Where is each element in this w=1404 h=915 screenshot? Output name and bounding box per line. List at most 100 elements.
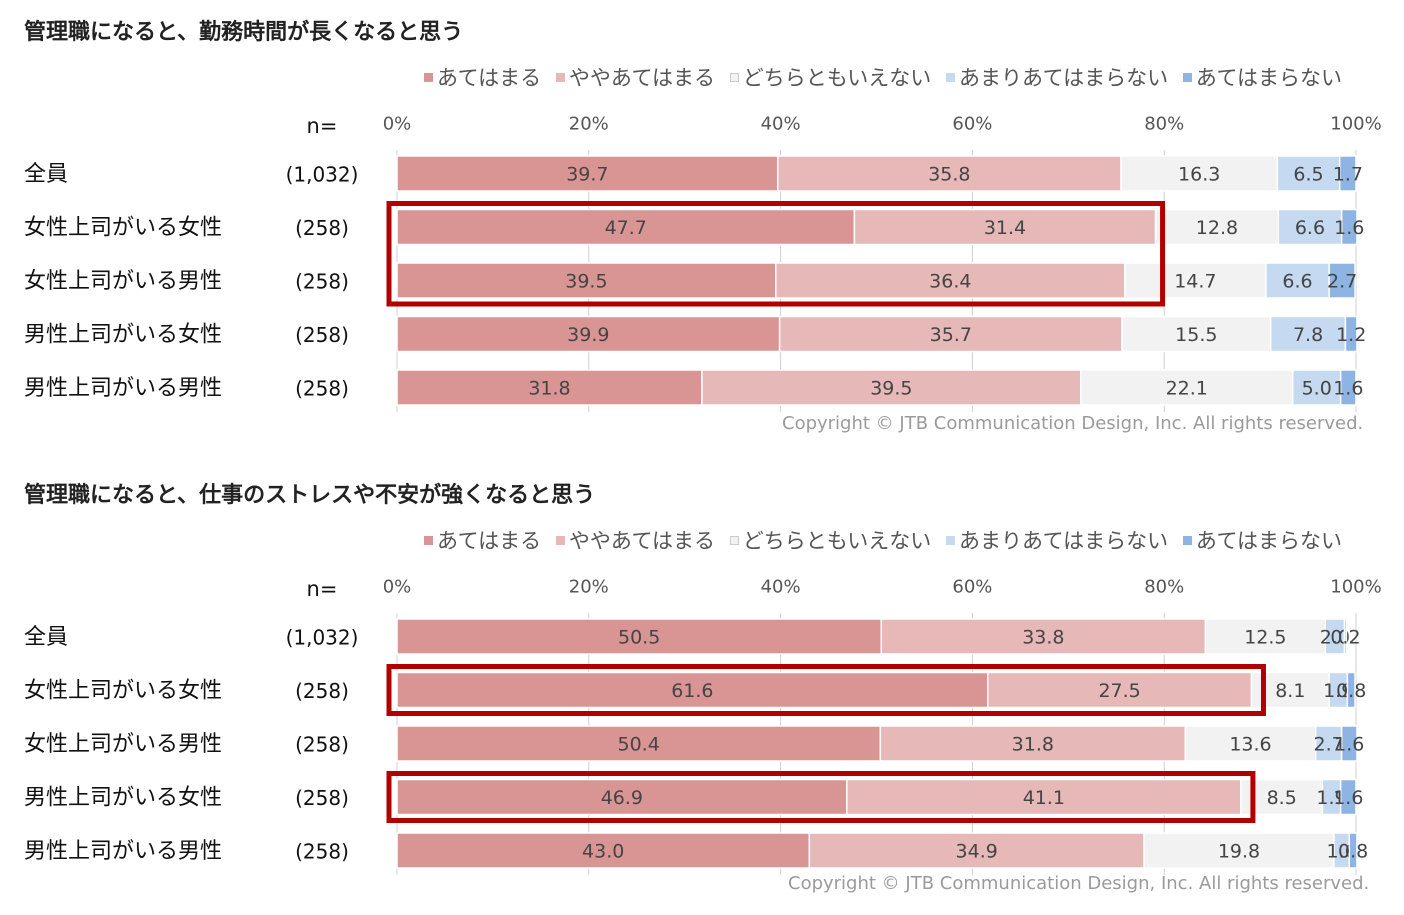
- data-label: 31.8: [528, 378, 570, 400]
- sample-size-label: (258): [295, 679, 349, 703]
- data-label: 35.8: [928, 164, 970, 186]
- bar-segment: [1120, 155, 1279, 192]
- data-label: 0.2: [1330, 627, 1360, 649]
- data-label: 33.8: [1022, 627, 1064, 649]
- chart-title: 管理職になると、仕事のストレスや不安が強くなると思う: [24, 483, 596, 508]
- category-label: 男性上司がいる男性: [24, 839, 222, 864]
- data-label: 1.9: [1316, 787, 1346, 809]
- chart-title: 管理職になると、勤務時間が長くなると思う: [24, 20, 464, 45]
- legend-label: あてはまらない: [1195, 529, 1343, 553]
- data-label: 1.6: [1333, 787, 1363, 809]
- data-label: 6.6: [1295, 217, 1325, 239]
- x-tick-label: 80%: [1144, 577, 1184, 598]
- data-label: 34.9: [956, 841, 998, 863]
- data-label: 19.8: [1218, 841, 1260, 863]
- data-label: 46.9: [601, 787, 643, 809]
- x-tick-label: 80%: [1144, 114, 1184, 135]
- sample-size-label: (1,032): [286, 626, 359, 650]
- bar-segment: [1184, 725, 1317, 762]
- n-header-label: n=: [307, 577, 338, 601]
- bar-segment: [808, 832, 1145, 869]
- data-label: 41.1: [1023, 787, 1065, 809]
- category-label: 男性上司がいる女性: [24, 323, 222, 348]
- data-label: 1.2: [1336, 324, 1366, 346]
- bar-segment: [775, 262, 1126, 299]
- bar-segment: [396, 315, 781, 353]
- data-label: 2.7: [1327, 271, 1357, 293]
- bar-segment: [701, 369, 1082, 406]
- legend-label: ややあてはまる: [568, 66, 716, 90]
- x-tick-label: 20%: [569, 577, 609, 598]
- data-label: 2.7: [1314, 734, 1344, 756]
- data-label: 61.6: [671, 680, 713, 702]
- bar-segment: [396, 208, 856, 246]
- data-label: 1.7: [1333, 164, 1363, 186]
- legend-item-atehamaru: あてはまる: [424, 62, 541, 92]
- data-label: 6.6: [1282, 271, 1312, 293]
- legend-label: あまりあてはまらない: [959, 66, 1169, 90]
- legend: あてはまる ややあてはまる どちらともいえない あまりあてはまらない あてはまら…: [424, 62, 1350, 92]
- chart-working-hours: 管理職になると、勤務時間が長くなると思う あてはまる ややあてはまる どちらとも…: [0, 0, 1404, 450]
- highlight-box: [386, 664, 1266, 716]
- bar-segment: [1344, 315, 1358, 353]
- sample-size-label: (258): [295, 786, 349, 810]
- legend-swatch: [946, 73, 955, 82]
- sample-size-label: (258): [295, 377, 349, 401]
- x-tick-label: 60%: [952, 114, 992, 135]
- data-label: 31.8: [1012, 734, 1054, 756]
- legend-swatch: [555, 536, 565, 545]
- sample-size-label: (258): [295, 216, 349, 240]
- x-tick-label: 0%: [383, 577, 412, 598]
- legend-item-amari: あまりあてはまらない: [946, 525, 1168, 555]
- legend-label: どちらともいえない: [742, 66, 932, 90]
- highlight-box: [386, 201, 1166, 307]
- bar-segment: [853, 208, 1157, 246]
- bar-segment: [1154, 208, 1280, 246]
- bar-segment: [1276, 155, 1341, 192]
- data-label: 8.5: [1267, 787, 1297, 809]
- bar-segment: [1339, 369, 1357, 406]
- legend-swatch: [729, 73, 739, 82]
- legend-swatch: [1182, 536, 1192, 545]
- category-label: 全員: [24, 162, 68, 187]
- x-tick-label: 40%: [761, 577, 801, 598]
- legend-item-atehamaranai: あてはまらない: [1182, 62, 1342, 92]
- legend-swatch: [424, 73, 433, 82]
- data-label: 39.5: [870, 378, 912, 400]
- bar-segment: [1121, 315, 1272, 353]
- category-label: 女性上司がいる男性: [24, 732, 222, 757]
- legend-item-dochiratomo: どちらともいえない: [729, 525, 931, 555]
- bar-segment: [1346, 671, 1356, 709]
- sample-size-label: (258): [295, 270, 349, 294]
- chart-work-stress: 管理職になると、仕事のストレスや不安が強くなると思う あてはまる ややあてはまる…: [0, 462, 1404, 915]
- bar-segment: [1340, 725, 1358, 762]
- category-label: 男性上司がいる男性: [24, 376, 222, 401]
- x-tick-label: 0%: [383, 114, 412, 135]
- bar-segment: [778, 315, 1123, 353]
- copyright-notice: Copyright © JTB Communication Design, In…: [782, 413, 1364, 434]
- x-tick-label: 100%: [1330, 114, 1381, 135]
- data-label: 47.7: [605, 217, 647, 239]
- bar-segment: [396, 832, 811, 869]
- sample-size-label: (1,032): [286, 163, 359, 187]
- data-label: 36.4: [929, 271, 971, 293]
- data-label: 8.1: [1275, 680, 1305, 702]
- stacked-bar-plot: 0% 20% 40% 60% 80% 100% n= 全員 (1,032) 39.7 35.8 16.…: [24, 114, 1382, 412]
- data-label: 50.5: [618, 627, 660, 649]
- legend-swatch: [1182, 73, 1192, 82]
- data-label: 12.8: [1196, 217, 1238, 239]
- data-label: 1.6: [1334, 734, 1364, 756]
- data-label: 39.9: [567, 324, 609, 346]
- data-label: 2.0: [1320, 627, 1350, 649]
- bar-segment: [1269, 315, 1347, 353]
- bar-segment: [396, 725, 882, 762]
- bar-segment: [1339, 778, 1357, 816]
- legend-item-yaya-atehamaru: ややあてはまる: [555, 525, 716, 555]
- legend-label: ややあてはまる: [568, 529, 716, 553]
- legend-item-yaya-atehamaru: ややあてはまる: [555, 62, 716, 92]
- data-label: 7.8: [1293, 324, 1323, 346]
- data-label: 14.7: [1174, 271, 1216, 293]
- highlight-box: [386, 771, 1256, 823]
- legend-label: あてはまる: [437, 66, 542, 90]
- bar-segment: [1340, 208, 1358, 246]
